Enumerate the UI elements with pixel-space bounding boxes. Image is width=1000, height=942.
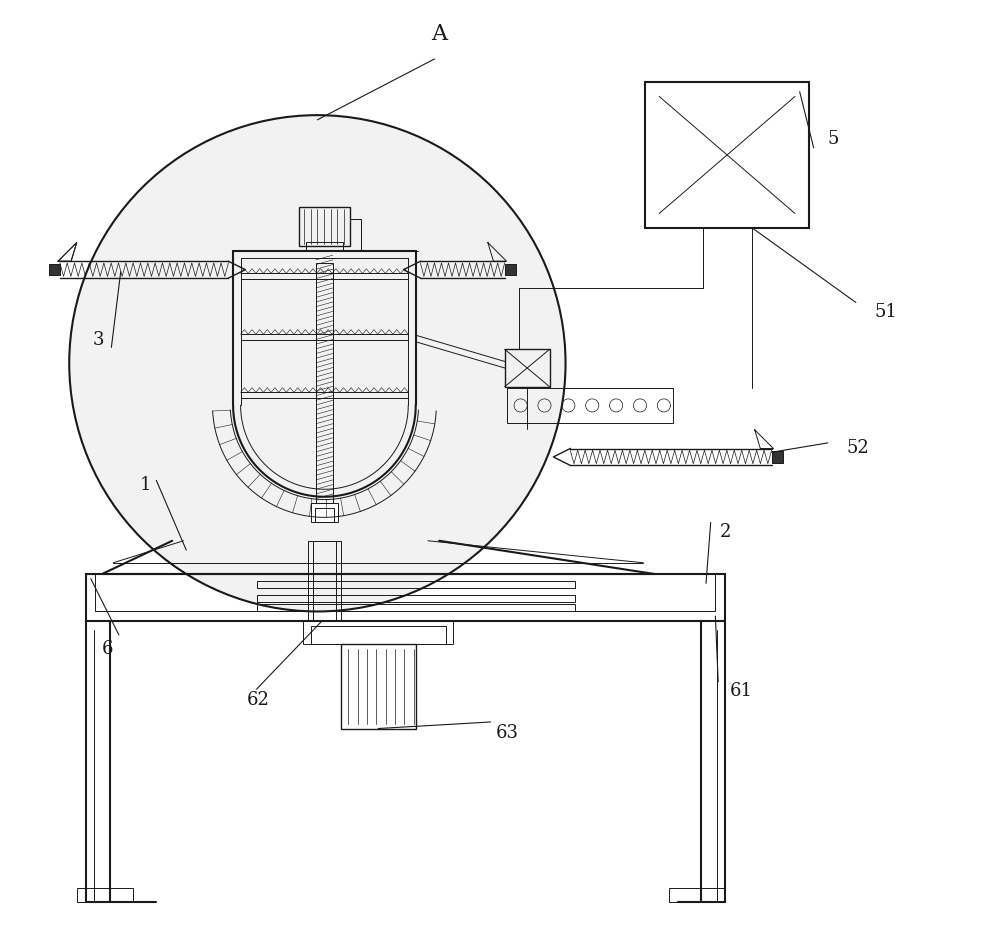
Bar xyxy=(311,625,446,644)
Text: 6: 6 xyxy=(102,640,114,658)
Bar xyxy=(308,541,341,621)
Circle shape xyxy=(69,115,566,611)
Bar xyxy=(645,82,809,228)
Bar xyxy=(95,574,715,611)
Text: 5: 5 xyxy=(828,130,839,148)
Bar xyxy=(257,594,575,602)
Bar xyxy=(772,451,783,463)
Bar xyxy=(303,621,453,644)
Bar xyxy=(669,887,725,901)
Bar xyxy=(313,541,336,621)
Text: 2: 2 xyxy=(720,523,731,541)
Text: 62: 62 xyxy=(247,691,270,709)
Text: 51: 51 xyxy=(875,302,897,321)
Bar xyxy=(505,264,516,275)
Bar xyxy=(341,644,416,728)
Bar xyxy=(505,349,550,387)
Text: A: A xyxy=(431,23,447,45)
Bar xyxy=(257,604,575,611)
Text: 63: 63 xyxy=(495,724,518,742)
Bar xyxy=(299,207,350,246)
Bar xyxy=(311,503,338,522)
Bar xyxy=(86,574,725,621)
Text: 52: 52 xyxy=(846,439,869,457)
Bar xyxy=(257,580,575,588)
Text: 3: 3 xyxy=(93,331,104,349)
Text: 1: 1 xyxy=(139,476,151,494)
Bar xyxy=(507,388,673,423)
Bar xyxy=(306,241,343,251)
Bar xyxy=(316,263,333,503)
Bar xyxy=(77,887,133,901)
Text: 61: 61 xyxy=(729,682,752,700)
Bar xyxy=(315,508,334,522)
Bar xyxy=(49,264,60,275)
